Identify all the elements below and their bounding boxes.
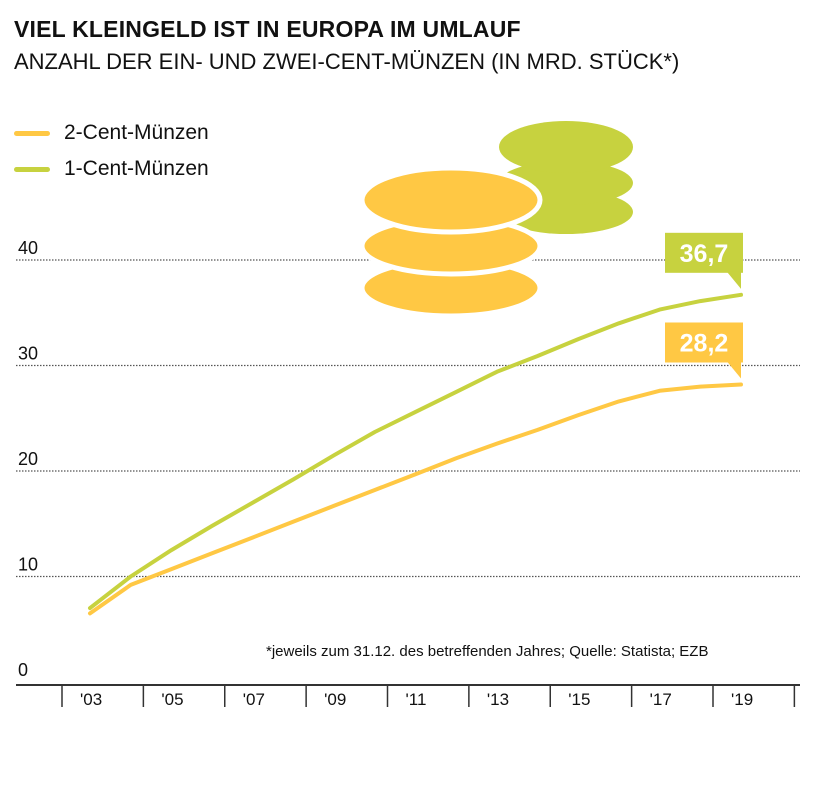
- x-tick-label: '09: [324, 690, 346, 709]
- end-value-text: 28,2: [680, 329, 729, 357]
- chart-title: VIEL KLEINGELD IST IN EUROPA IM UMLAUF: [14, 16, 521, 42]
- y-tick-label: 20: [18, 449, 38, 469]
- legend-label-two-cent: 2-Cent-Münzen: [64, 121, 209, 144]
- x-tick-label: '03: [80, 690, 102, 709]
- end-value-pointer: [727, 271, 741, 289]
- x-tick-label: '11: [406, 690, 427, 709]
- chart-subtitle: ANZAHL DER EIN- UND ZWEI-CENT-MÜNZEN (IN…: [14, 49, 680, 74]
- legend-item-one-cent: 1-Cent-Münzen: [14, 154, 209, 184]
- legend-swatch-one-cent: [14, 166, 50, 172]
- y-tick-label: 30: [18, 344, 38, 364]
- y-tick-label: 40: [18, 238, 38, 258]
- legend-item-two-cent: 2-Cent-Münzen: [14, 118, 209, 148]
- series-line-two-cent: [88, 382, 743, 616]
- x-tick-label: '07: [243, 690, 265, 709]
- label-layer: 28,2 36,7: [665, 232, 743, 379]
- x-tick-label: '19: [731, 690, 753, 709]
- coin-stack-two-cent-icon: [359, 165, 543, 319]
- x-tick-label: '17: [650, 690, 672, 709]
- end-value-text: 36,7: [680, 240, 729, 268]
- series-line-one-cent: [88, 292, 743, 611]
- end-value-pointer: [727, 361, 741, 379]
- end-value-label-two-cent: 28,2: [665, 322, 743, 379]
- x-tick-label: '05: [161, 690, 183, 709]
- x-axis: '03 '05 '07 '09 '11 '13 '15 '17 '19: [16, 684, 800, 709]
- line-layer: [88, 292, 743, 616]
- end-value-label-one-cent: 36,7: [665, 232, 743, 289]
- end-value-box: [665, 322, 743, 363]
- legend-swatch-two-cent: [14, 130, 50, 136]
- footnote: *jeweils zum 31.12. des betreffenden Jah…: [266, 643, 709, 660]
- grid-layer: 0 10 20 30 40: [16, 238, 800, 680]
- end-value-box: [665, 232, 743, 273]
- y-tick-label: 0: [18, 660, 28, 680]
- y-tick-label: 10: [18, 555, 38, 575]
- x-tick-label: '15: [568, 690, 590, 709]
- x-tick-label: '13: [487, 690, 509, 709]
- legend-label-one-cent: 1-Cent-Münzen: [64, 157, 209, 180]
